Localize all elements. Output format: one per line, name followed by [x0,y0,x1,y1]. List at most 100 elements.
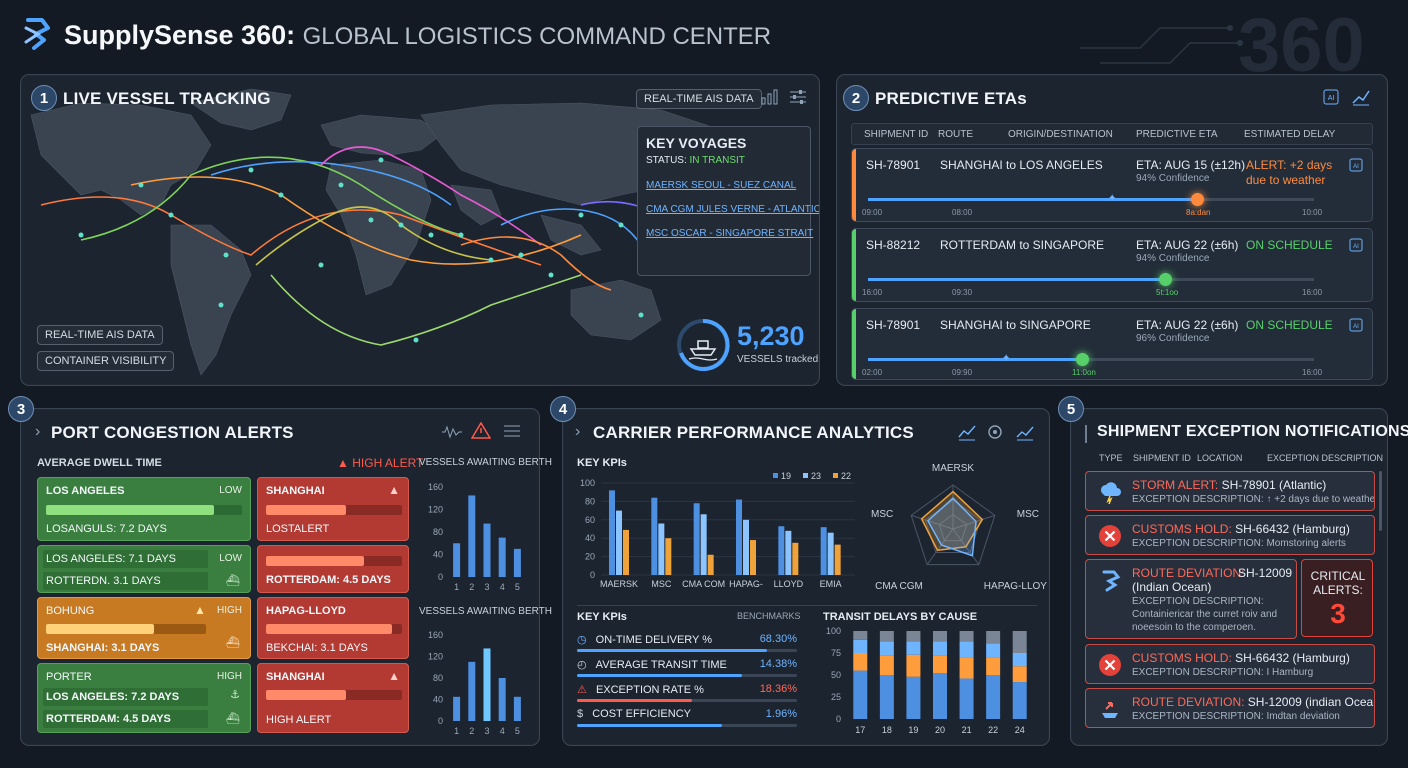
kpi-row[interactable]: ◷ ON-TIME DELIVERY % 68.30% [577,633,797,652]
bar[interactable] [498,678,506,721]
bar[interactable] [498,537,506,577]
ai-chip-icon[interactable]: AI [1348,317,1364,338]
exception-item[interactable]: ROUTE DEVIATION: SH-12009 (indian Ocean)… [1085,688,1375,728]
voyage-link[interactable]: MSC OSCAR - SINGAPORE STRAIT [646,228,814,239]
bar[interactable] [513,696,521,721]
bar[interactable] [827,532,834,575]
carrier-radar-chart[interactable]: MAERSK MSC HAPAG-LLOYD CMA CGM MSC [867,457,1047,597]
ai-chip-icon[interactable]: AI [1348,237,1364,258]
bar[interactable] [483,523,491,577]
bar[interactable] [513,548,521,577]
voyage-link[interactable]: CMA CGM JULES VERNE - ATLANTIC [646,204,820,215]
filter-sliders-icon[interactable] [503,423,521,442]
port-tile[interactable]: SHANGHAI ▲ LOSTALERT [257,477,409,541]
stacked-bar-segment[interactable] [933,673,947,719]
stacked-bar-segment[interactable] [879,675,894,719]
bar[interactable] [483,648,491,721]
exception-item[interactable]: STORM ALERT: SH-78901 (Atlantic) EXCEPTI… [1085,471,1375,511]
stacked-bar-segment[interactable] [986,657,1001,675]
stacked-bar-segment[interactable] [853,653,868,671]
bar[interactable] [468,661,476,721]
kpi-row[interactable]: ◴ AVERAGE TRANSIT TIME 14.38% [577,658,797,677]
radar-series[interactable] [926,497,977,557]
port-tile[interactable]: LOS ANGELES LOW LOSANGULS: 7.2 DAYS [37,477,251,541]
exception-item[interactable]: ROUTE DEVIATION: SH-12009 (Indian Ocean)… [1085,559,1297,639]
stacked-bar-segment[interactable] [1012,682,1027,719]
stacked-bar-segment[interactable] [933,631,947,642]
bar[interactable] [736,499,742,575]
bar[interactable] [750,540,756,575]
bar[interactable] [707,554,714,575]
stacked-bar-segment[interactable] [1012,666,1027,683]
bar[interactable] [651,497,658,575]
stacked-bar-segment[interactable] [906,654,921,677]
stacked-bar-segment[interactable] [959,641,974,658]
bar[interactable] [468,495,476,577]
carrier-kpi-chart[interactable]: 100 80 60 40 20 0 MAERSK MSC CMA COM HAPAG- LLOYD E… [573,471,863,599]
bar[interactable] [658,523,665,575]
stacked-bar-segment[interactable] [879,631,894,642]
bar[interactable] [453,543,461,577]
eta-row[interactable]: SH-78901 SHANGHAI to SINGAPORE ETA: AUG … [851,308,1373,380]
stacked-bar-segment[interactable] [959,657,974,679]
gear-chart-icon[interactable] [985,422,1005,445]
berth-chart-1[interactable]: 160 120 80 40 0 1 2 3 4 5 [417,475,535,599]
eta-timeline[interactable] [868,358,1314,361]
ais-data-tag[interactable]: REAL-TIME AIS DATA [37,325,163,345]
stacked-bar-segment[interactable] [959,631,974,642]
stacked-bar-segment[interactable] [933,655,947,674]
stacked-bar-segment[interactable] [853,639,868,653]
port-tile[interactable]: LOS ANGELES: 7.1 DAYS LOW ROTTERDN. 3.1 … [37,545,251,593]
bar[interactable] [665,538,672,575]
ai-chip-icon[interactable]: AI [1348,157,1364,178]
kpi-row[interactable]: ⚠ EXCEPTION RATE % 18.36% [577,683,797,702]
stacked-bar-segment[interactable] [1012,653,1027,667]
stacked-bar-segment[interactable] [879,641,894,656]
port-tile[interactable]: HAPAG-LLOYD BEKCHAI: 3.1 DAYS [257,597,409,659]
port-tile[interactable]: ROTTERDAM: 4.5 DAYS [257,545,409,593]
kpi-row[interactable]: $ COST EFFICIENCY 1.96% [577,708,797,727]
scrollbar[interactable] [1379,471,1382,531]
port-tile[interactable]: SHANGHAI ▲ HIGH ALERT [257,663,409,733]
voyage-link[interactable]: MAERSK SEOUL - SUEZ CANAL [646,180,797,191]
stacked-bar-segment[interactable] [906,631,921,642]
bar[interactable] [834,544,841,575]
bar[interactable] [778,526,785,575]
stacked-bar-segment[interactable] [959,678,974,719]
berth-chart-2[interactable]: 160 120 80 40 0 1 2 3 4 5 [417,623,535,743]
stacked-bar-segment[interactable] [879,655,894,675]
stacked-bar-segment[interactable] [853,670,868,719]
ai-chip-icon[interactable]: AI [1321,87,1341,110]
filter-sliders-icon[interactable] [789,89,807,108]
eta-marker[interactable] [1191,193,1204,206]
critical-alerts-card[interactable]: CRITICAL ALERTS: 3 [1301,559,1373,637]
warning-triangle-icon[interactable] [470,421,492,443]
exception-item[interactable]: CUSTOMS HOLD: SH-66432 (Hamburg) EXCEPTI… [1085,515,1375,555]
transit-delays-chart[interactable]: 100 75 50 25 0 17 18 19 20 21 22 24 [817,625,1039,741]
eta-marker[interactable] [1159,273,1172,286]
ais-data-tag[interactable]: REAL-TIME AIS DATA [636,89,762,109]
stacked-bar-segment[interactable] [1012,631,1027,653]
stacked-bar-segment[interactable] [986,631,1001,644]
waveform-icon[interactable] [441,425,463,442]
stacked-bar-segment[interactable] [906,641,921,655]
stacked-bar-segment[interactable] [986,643,1001,658]
port-tile[interactable]: BOHUNG ▲ HIGH SHANGHAI: 3.1 DAYS ⛴ [37,597,251,659]
trend-chart-icon[interactable] [1351,87,1371,110]
eta-row[interactable]: SH-88212 ROTTERDAM to SINGAPORE ETA: AUG… [851,228,1373,302]
bar[interactable] [609,490,615,575]
bar[interactable] [623,529,629,575]
eta-row[interactable]: SH-78901 SHANGHAI to LOS ANGELES ETA: AU… [851,148,1373,222]
bar-chart-icon[interactable] [761,89,779,108]
bar[interactable] [792,542,799,575]
stacked-bar-segment[interactable] [986,675,1001,719]
line-chart-icon[interactable] [957,423,977,444]
bar[interactable] [743,519,749,575]
port-tile[interactable]: PORTER HIGH LOS ANGELES: 7.2 DAYS ⚓ ROTT… [37,663,251,733]
container-visibility-tag[interactable]: CONTAINER VISIBILITY [37,351,175,371]
stacked-bar-segment[interactable] [853,631,868,640]
bar[interactable] [453,696,461,721]
bar[interactable] [616,510,622,575]
bar[interactable] [820,527,827,575]
trend-chart-icon[interactable] [1015,423,1035,444]
